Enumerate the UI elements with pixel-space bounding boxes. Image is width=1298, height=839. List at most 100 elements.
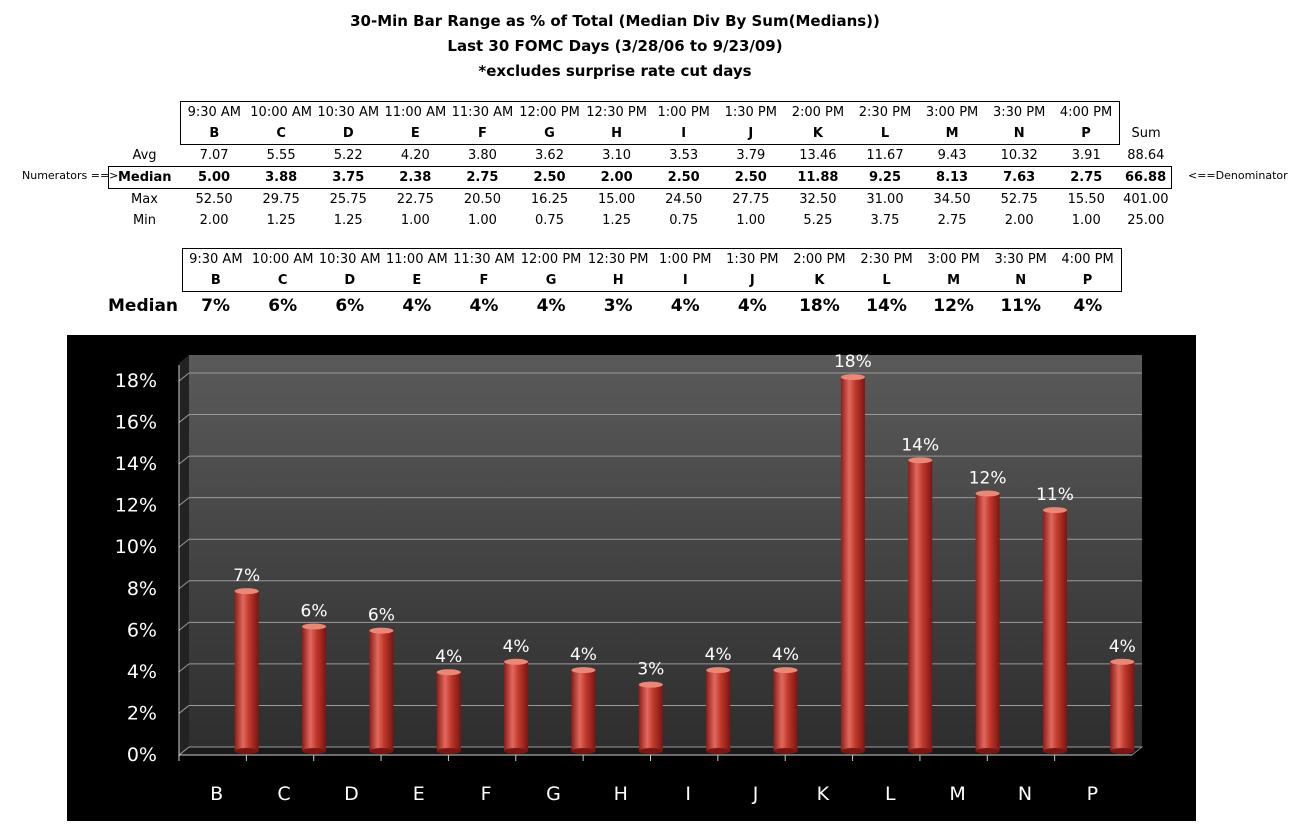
time-header: 10:30 AM (314, 101, 382, 123)
stat-value: 52.75 (1000, 192, 1038, 207)
column-letter: F (448, 123, 516, 145)
stat-value: 5.22 (333, 148, 363, 163)
stat-value: 2.50 (515, 166, 584, 189)
stat-value: 3.75 (314, 166, 382, 189)
stat-value: 1.00 (1071, 213, 1101, 228)
stat-value: 34.50 (933, 192, 971, 207)
time-header: 11:30 AM (450, 248, 518, 270)
stat-value: 29.75 (262, 192, 300, 207)
bar-top (436, 669, 461, 676)
stat-value: 1.00 (736, 213, 766, 228)
stat-value: 16.25 (530, 192, 569, 207)
stat-value: 2.00 (583, 166, 651, 189)
y-tick-label: 16% (115, 412, 157, 434)
bar (1042, 510, 1067, 751)
blank-cell (108, 249, 182, 271)
stat-value: 25.75 (329, 192, 367, 207)
data-label: 18% (834, 352, 872, 372)
time-header: 10:00 AM (247, 101, 315, 123)
bar (773, 670, 798, 751)
percent-table: 9:30 AM 10:00 AM 10:30 AM 11:00 AM 11:30 AM 1… (108, 248, 1122, 320)
data-label: 4% (772, 645, 799, 665)
data-label: 7% (233, 566, 260, 586)
bar-base (638, 748, 663, 754)
time-header: 10:00 AM (249, 248, 317, 270)
stat-value: 5.55 (266, 148, 296, 163)
gridline-side (178, 372, 190, 382)
bar-top (571, 667, 596, 674)
bar (504, 661, 529, 751)
bar-top (706, 667, 731, 674)
bar-base (773, 748, 798, 754)
bar (302, 626, 327, 751)
percent-value: 12% (933, 296, 974, 316)
column-letter: I (650, 123, 718, 145)
time-header: 2:30 PM (851, 101, 919, 123)
stats-row-max: Max 52.50 29.75 25.75 22.75 20.50 16.25 15.00 24… (109, 189, 1172, 211)
bar-base (436, 748, 461, 754)
column-letter: E (381, 123, 449, 145)
stat-value: 3.53 (669, 148, 699, 163)
plot-side-wall (179, 355, 189, 755)
bar-base (302, 748, 327, 754)
bar (1110, 661, 1135, 751)
time-header: 2:00 PM (784, 101, 852, 123)
chart-subtitle: Last 30 FOMC Days (3/28/06 to 9/23/09) (447, 37, 783, 55)
bar (840, 377, 865, 751)
bar (706, 670, 731, 751)
bar-base (908, 748, 933, 754)
data-label: 12% (969, 469, 1007, 489)
time-header: 11:00 AM (381, 101, 449, 123)
time-header: 3:30 PM (985, 101, 1053, 123)
row-label: Avg (132, 147, 157, 163)
stat-value: 52.50 (195, 192, 233, 207)
column-letter: B (179, 123, 248, 145)
column-letter: K (784, 123, 852, 145)
column-letter: L (851, 123, 919, 145)
column-letter: N (985, 123, 1053, 145)
column-letter: H (583, 123, 651, 145)
column-letter: E (383, 270, 451, 292)
column-letter: P (1054, 270, 1122, 292)
bar (571, 670, 596, 751)
x-tick-label: B (210, 783, 223, 805)
stat-value: 20.50 (463, 192, 502, 207)
stat-value: 3.79 (736, 148, 766, 163)
stat-value: 22.75 (396, 192, 434, 207)
gridline-side (178, 538, 190, 548)
time-header: 4:00 PM (1054, 248, 1122, 270)
stat-value: 2.75 (448, 166, 516, 189)
x-tick-label: G (546, 783, 561, 805)
stat-value: 32.50 (799, 192, 837, 207)
stat-value: 2.75 (937, 213, 967, 228)
stat-value: 4.20 (400, 148, 430, 163)
bar-top (840, 374, 865, 381)
column-letter: M (920, 270, 988, 292)
bar-top (1110, 658, 1135, 665)
chart-title: 30-Min Bar Range as % of Total (Median D… (350, 12, 880, 30)
bar-top (369, 627, 394, 634)
data-label: 11% (1036, 485, 1074, 505)
stat-value: 7.07 (199, 148, 229, 163)
x-tick-label: D (344, 783, 359, 805)
stat-value: 27.75 (732, 192, 770, 207)
y-tick-label: 4% (127, 661, 157, 683)
gridline-side (178, 580, 190, 590)
column-letter: D (314, 123, 382, 145)
stat-value: 1.00 (400, 213, 430, 228)
bar (638, 684, 663, 751)
data-label: 4% (705, 645, 732, 665)
column-letter: D (316, 270, 384, 292)
stat-value: 15.00 (598, 192, 636, 207)
stats-table: 9:30 AM 10:00 AM 10:30 AM 11:00 AM 11:30 AM 1… (108, 101, 1173, 231)
stat-value: 11.67 (866, 148, 904, 163)
stat-sum: 401.00 (1123, 192, 1169, 207)
x-tick-label: H (614, 783, 628, 805)
column-letter: I (651, 270, 719, 292)
stat-value: 5.25 (803, 213, 833, 228)
percent-value: 6% (335, 296, 365, 316)
data-label: 6% (368, 606, 395, 626)
stat-sum: 88.64 (1127, 147, 1165, 163)
stat-value: 3.75 (870, 213, 900, 228)
time-header: 12:00 PM (517, 248, 585, 270)
